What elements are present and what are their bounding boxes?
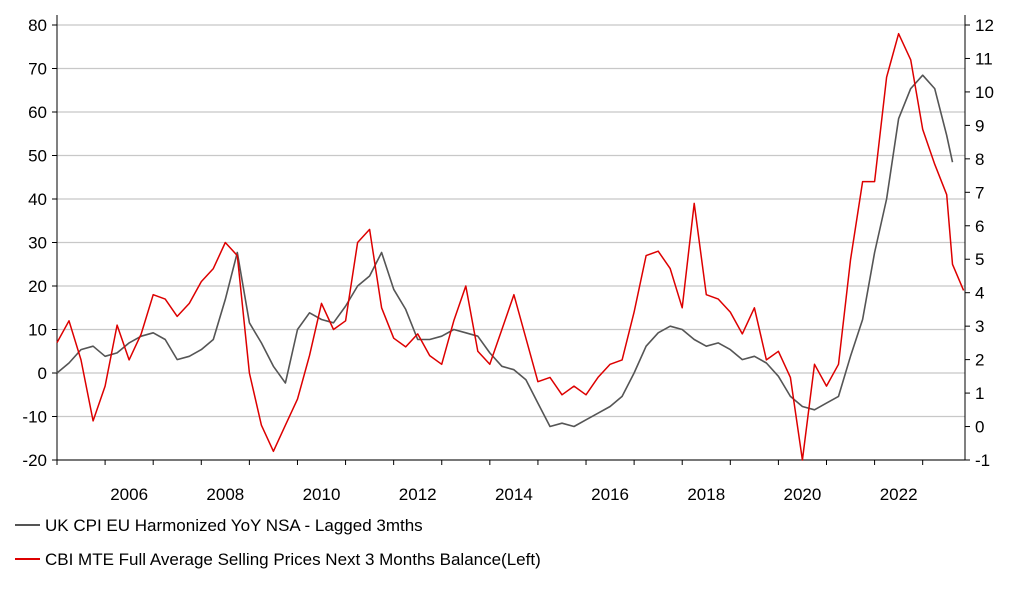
right-tick-label: 8 [975,150,984,169]
legend: UK CPI EU Harmonized YoY NSA - Lagged 3m… [15,516,541,569]
right-tick-label: 11 [975,49,993,68]
x-tick-label: 2020 [784,485,822,504]
x-tick-label: 2010 [303,485,341,504]
x-tick-label: 2014 [495,485,533,504]
legend-label: UK CPI EU Harmonized YoY NSA - Lagged 3m… [45,516,423,535]
left-tick-label: 80 [28,16,47,35]
right-tick-label: 1 [975,384,984,403]
x-tick-label: 2018 [687,485,725,504]
left-tick-label: 50 [28,147,47,166]
right-tick-label: 4 [975,284,984,303]
series-lines [56,32,965,461]
right-tick-label: 3 [975,317,984,336]
left-tick-label: 10 [28,321,47,340]
x-tick-label: 2012 [399,485,437,504]
gridlines [57,24,965,461]
left-tick-label: -20 [22,451,47,470]
legend-label: CBI MTE Full Average Selling Prices Next… [45,550,541,569]
left-tick-label: 70 [28,60,47,79]
x-tick-label: 2016 [591,485,629,504]
left-tick-label: 0 [38,364,47,383]
left-tick-label: 40 [28,190,47,209]
right-tick-label: 5 [975,250,984,269]
left-tick-label: 60 [28,103,47,122]
series-line-uk-cpi [56,74,954,428]
series-line-cbi-prices [56,32,965,461]
x-axis-ticks: 2006 2008 2010 2012 2014 2016 2018 2020 2022 [56,460,924,504]
left-tick-label: 30 [28,234,47,253]
x-tick-label: 2022 [880,485,918,504]
right-tick-label: 0 [975,418,984,437]
axes [56,15,966,461]
left-axis-ticks: -20 -10 0 10 20 30 40 50 60 70 80 [22,16,57,470]
x-tick-label: 2006 [110,485,148,504]
right-tick-label: 7 [975,183,984,202]
right-tick-label: 2 [975,351,984,370]
left-tick-label: 20 [28,277,47,296]
right-tick-label: 9 [975,116,984,135]
left-tick-label: -10 [22,408,47,427]
right-tick-label: 10 [975,83,994,102]
right-tick-label: 6 [975,217,984,236]
right-tick-label: -1 [975,451,990,470]
right-tick-label: 12 [975,16,994,35]
x-tick-label: 2008 [206,485,244,504]
